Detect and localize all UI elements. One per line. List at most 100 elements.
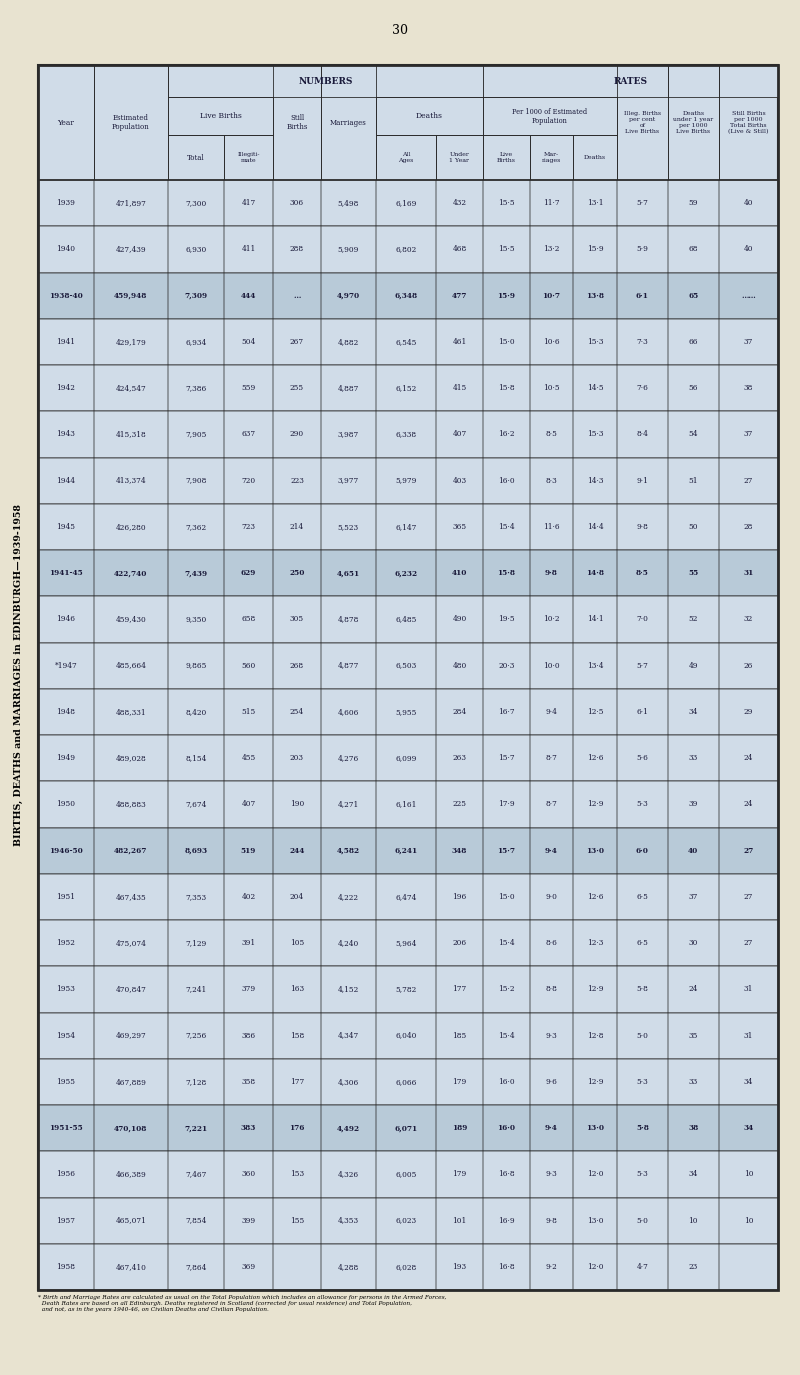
Bar [376,873,436,920]
Bar [617,319,668,364]
Text: 407: 407 [242,800,256,808]
Text: 5·0: 5·0 [636,1031,648,1040]
Text: 32: 32 [744,616,753,623]
Bar [38,227,778,272]
Text: 629: 629 [241,569,256,578]
Text: 1951: 1951 [57,892,75,901]
Bar [617,364,668,411]
Bar [38,642,778,689]
Text: 16·2: 16·2 [498,430,514,439]
Text: 1943: 1943 [57,430,75,439]
Text: 4,878: 4,878 [338,616,359,623]
Text: 13·0: 13·0 [586,847,604,855]
Bar [436,1012,483,1059]
Bar [38,180,94,227]
Text: 27: 27 [744,939,753,947]
Bar [168,458,224,503]
Bar [718,65,778,180]
Text: 720: 720 [242,477,255,484]
Bar [617,503,668,550]
Bar [668,227,718,272]
Text: 3,987: 3,987 [338,430,359,439]
Bar [38,411,94,458]
Text: 4,492: 4,492 [337,1125,360,1132]
Bar [376,227,436,272]
Bar [94,550,168,597]
Text: 223: 223 [290,477,304,484]
Bar [483,503,530,550]
Text: 13·4: 13·4 [587,661,603,670]
Bar [617,781,668,828]
Bar [376,920,436,967]
Bar [436,135,483,180]
Bar [321,180,376,227]
Bar [321,1198,376,1244]
Bar [38,503,778,550]
Bar [376,1059,436,1106]
Bar [168,920,224,967]
Bar [38,65,778,1290]
Bar [436,1106,483,1151]
Bar [38,180,778,227]
Text: 489,028: 489,028 [115,754,146,762]
Bar [168,411,224,458]
Bar [436,272,483,319]
Text: 16·7: 16·7 [498,708,514,716]
Text: 6·5: 6·5 [636,939,648,947]
Bar [718,1012,778,1059]
Bar [668,65,718,180]
Bar [94,828,168,873]
Bar [321,227,376,272]
Bar [321,411,376,458]
Bar [718,967,778,1012]
Bar [617,736,668,781]
Bar [168,364,224,411]
Text: 7,353: 7,353 [186,892,206,901]
Text: 179: 179 [452,1170,466,1178]
Bar [224,180,273,227]
Text: 49: 49 [689,661,698,670]
Text: 16·0: 16·0 [498,1125,515,1132]
Text: ……: …… [741,292,756,300]
Text: 459,948: 459,948 [114,292,147,300]
Text: 410: 410 [452,569,467,578]
Bar [668,1106,718,1151]
Bar [38,597,778,642]
Text: 5·8: 5·8 [636,986,648,993]
Text: 10·7: 10·7 [542,292,561,300]
Text: 9,865: 9,865 [185,661,206,670]
Bar [574,920,617,967]
Bar [483,689,530,736]
Bar [38,319,94,364]
Text: 6,930: 6,930 [186,245,206,253]
Text: 6,934: 6,934 [186,338,206,346]
Text: 250: 250 [290,569,305,578]
Bar [38,642,94,689]
Bar [668,1198,718,1244]
Text: 8·7: 8·7 [546,754,558,762]
Bar [668,736,718,781]
Text: 14·8: 14·8 [586,569,604,578]
Bar [668,781,718,828]
Bar [718,319,778,364]
Text: 637: 637 [242,430,255,439]
Bar [376,1244,436,1290]
Text: NUMBERS: NUMBERS [298,77,353,85]
Text: 12·3: 12·3 [587,939,603,947]
Text: 37: 37 [744,430,753,439]
Bar [530,272,574,319]
Bar [273,967,321,1012]
Text: 16·9: 16·9 [498,1217,514,1225]
Bar [224,227,273,272]
Bar [483,781,530,828]
Bar [574,503,617,550]
Bar [617,642,668,689]
Text: 1955: 1955 [57,1078,75,1086]
Text: 4,347: 4,347 [338,1031,359,1040]
Bar [718,180,778,227]
Text: 4,651: 4,651 [337,569,360,578]
Bar [436,873,483,920]
Text: 1948: 1948 [57,708,75,716]
Bar [574,689,617,736]
Text: 6,485: 6,485 [395,616,417,623]
